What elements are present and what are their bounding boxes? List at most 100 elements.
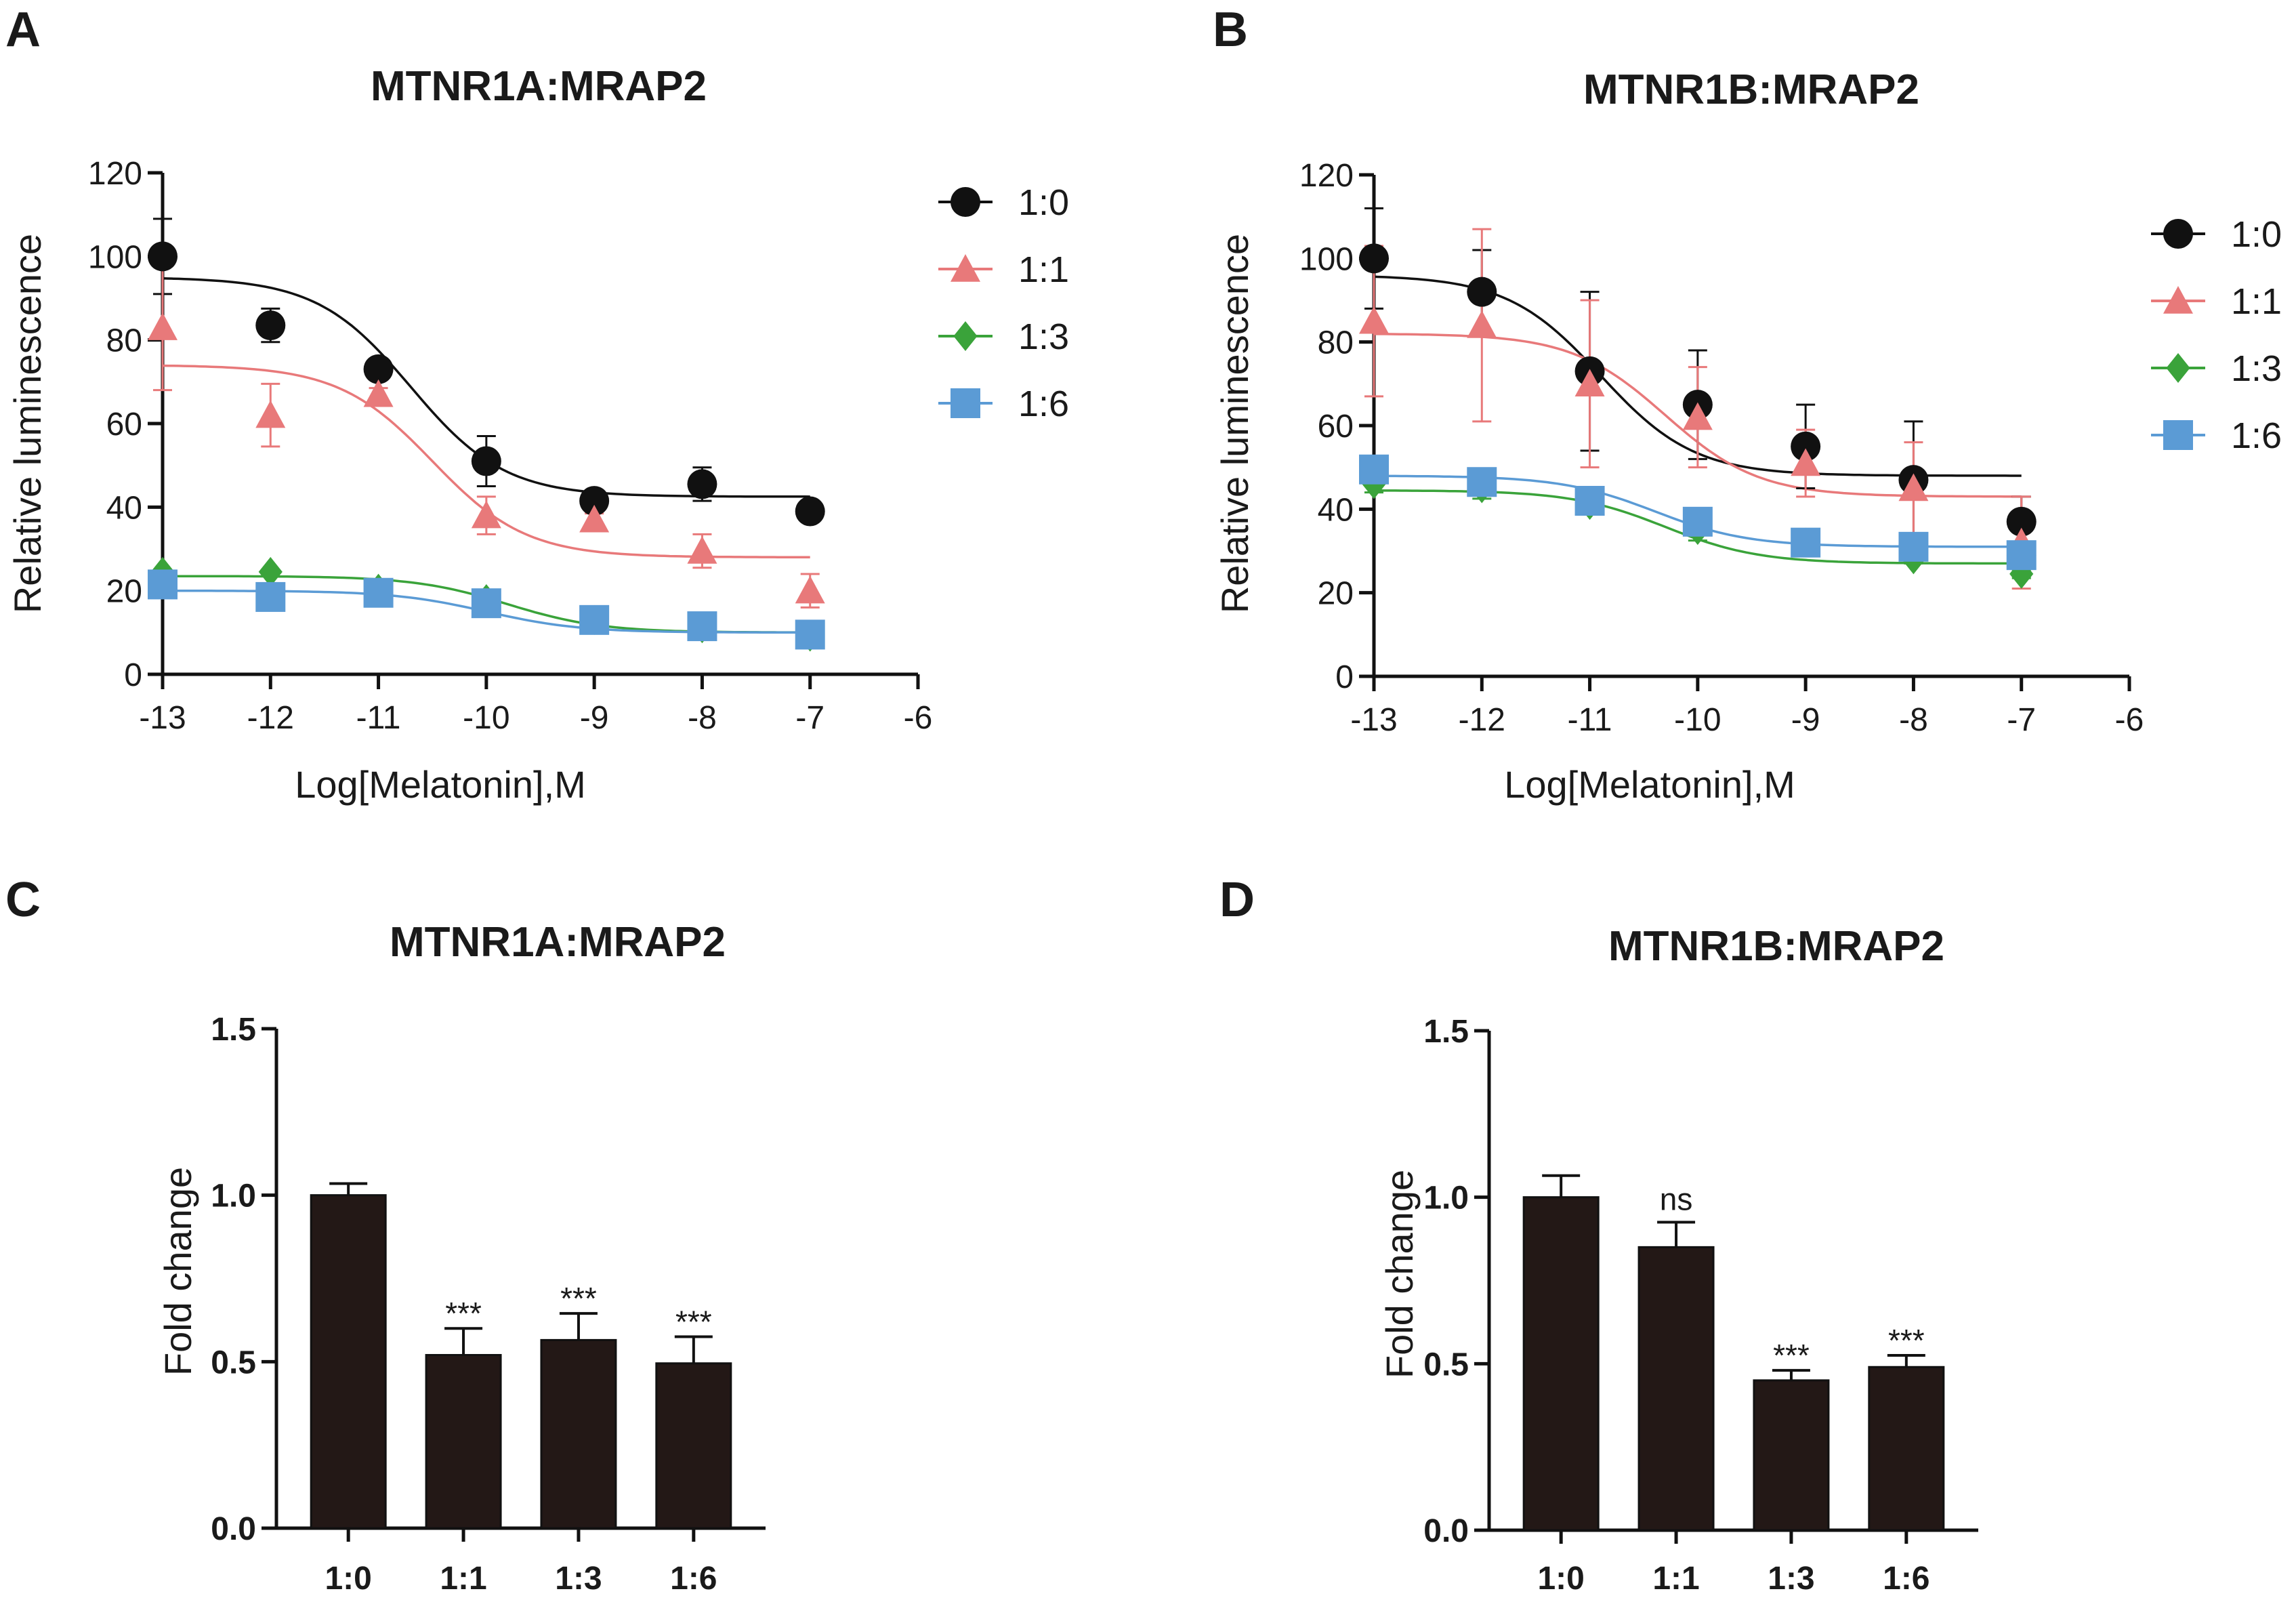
y-tick-label: 120	[1299, 158, 1354, 194]
legend-marker-circle	[951, 187, 980, 217]
x-tick-label: -7	[2007, 702, 2036, 738]
x-tick-label: -13	[1350, 702, 1397, 738]
x-tick-label: -11	[356, 700, 401, 736]
data-point-circle	[255, 310, 286, 341]
y-tick-label: 20	[106, 574, 142, 610]
panel-letter: D	[1219, 873, 1255, 927]
y-tick-label: 40	[106, 490, 142, 526]
y-tick-label: 1.5	[211, 1012, 256, 1048]
legend-label: 1:0	[1018, 182, 1069, 223]
y-tick-label: 100	[88, 239, 142, 275]
x-tick-label: -12	[247, 700, 294, 736]
data-point-triangle	[1359, 306, 1389, 334]
data-point-circle	[363, 354, 394, 384]
legend-label: 1:3	[1018, 316, 1069, 357]
chart-title: MTNR1A:MRAP2	[390, 919, 726, 966]
y-tick-label: 20	[1318, 576, 1354, 612]
x-axis-label: Log[Melatonin],M	[295, 763, 586, 806]
plot-area: 0.0 0.5 1.0 1.5 1:0 1:1 *** 1:3 *** 1:6 ***	[211, 1012, 766, 1597]
y-tick-label: 1.0	[1423, 1181, 1469, 1216]
data-point-triangle	[1467, 310, 1497, 338]
legend-marker-diamond	[953, 321, 978, 351]
y-tick-label: 60	[1318, 409, 1354, 445]
chart-title: MTNR1B:MRAP2	[1608, 923, 1944, 970]
data-point-triangle	[1682, 402, 1713, 430]
plot-area: 0.0 0.5 1.0 1.5 1:0 1:1 ns 1:3 *** 1:6 ***	[1423, 1014, 1978, 1597]
x-tick-label: -10	[1674, 702, 1721, 738]
y-tick-label: 80	[106, 323, 142, 359]
x-tick-label: 1:1	[440, 1561, 486, 1597]
x-tick-label: -6	[904, 700, 933, 736]
data-point-square	[687, 611, 717, 642]
x-tick-label: -13	[139, 700, 186, 736]
chart-title: MTNR1A:MRAP2	[371, 63, 707, 110]
data-point-circle	[2006, 506, 2037, 537]
x-tick-label: -9	[1791, 702, 1820, 738]
data-point-square	[795, 619, 825, 650]
x-tick-label: 1:1	[1652, 1561, 1699, 1597]
legend-marker-square	[2163, 420, 2193, 450]
data-point-square	[363, 577, 394, 608]
data-point-triangle	[795, 575, 825, 604]
data-point-triangle	[255, 400, 286, 428]
significance-label: ***	[560, 1281, 597, 1316]
data-point-square	[1574, 486, 1605, 516]
data-point-square	[1359, 454, 1389, 485]
data-point-triangle	[363, 379, 394, 407]
y-axis-label: Fold change	[156, 1167, 199, 1376]
y-tick-label: 0.5	[211, 1345, 256, 1380]
significance-label: ***	[675, 1304, 712, 1339]
data-point-square	[1898, 531, 1929, 562]
x-axis-label: Log[Melatonin],M	[1504, 763, 1795, 806]
panel-b: B MTNR1B:MRAP2 Log[Melatonin],M Relative…	[1213, 3, 2282, 806]
legend-marker-diamond	[2166, 353, 2190, 383]
bar	[655, 1362, 732, 1530]
data-point-square	[148, 569, 178, 600]
y-tick-label: 1.5	[1423, 1014, 1469, 1050]
x-tick-label: -9	[580, 700, 609, 736]
bar	[425, 1354, 502, 1530]
data-point-circle	[1467, 276, 1497, 307]
x-tick-label: 1:0	[325, 1561, 371, 1597]
bar	[1753, 1379, 1830, 1532]
legend-label: 1:6	[2231, 415, 2282, 456]
bar	[1868, 1366, 1945, 1532]
y-tick-label: 100	[1299, 241, 1354, 277]
x-tick-label: 1:3	[1768, 1561, 1814, 1597]
x-tick-label: -8	[1899, 702, 1928, 738]
data-point-square	[471, 588, 501, 619]
x-tick-label: -11	[1568, 702, 1612, 738]
x-tick-label: -7	[795, 700, 825, 736]
panel-letter: A	[5, 3, 41, 57]
panel-letter: C	[5, 873, 41, 927]
y-tick-label: 0.5	[1423, 1347, 1469, 1382]
y-tick-label: 0.0	[1423, 1513, 1469, 1549]
y-tick-label: 120	[88, 156, 142, 192]
x-tick-label: -8	[688, 700, 717, 736]
y-tick-label: 0	[124, 657, 142, 693]
legend-marker-circle	[2163, 219, 2193, 249]
data-point-triangle	[471, 500, 501, 529]
y-tick-label: 1.0	[211, 1178, 256, 1214]
y-tick-label: 60	[106, 407, 142, 443]
bar	[1637, 1246, 1715, 1532]
x-tick-label: -6	[2115, 702, 2144, 738]
significance-label: ns	[1660, 1182, 1693, 1217]
data-point-circle	[1359, 243, 1389, 274]
legend-marker-square	[951, 388, 980, 418]
y-tick-label: 80	[1318, 325, 1354, 361]
legend-label: 1:3	[2231, 348, 2282, 389]
significance-label: ***	[445, 1296, 482, 1331]
chart-title: MTNR1B:MRAP2	[1583, 66, 1919, 113]
data-point-triangle	[687, 536, 717, 564]
y-tick-label: 0.0	[211, 1511, 256, 1547]
x-tick-label: 1:6	[1883, 1561, 1929, 1597]
x-tick-label: 1:6	[670, 1561, 717, 1597]
legend-label: 1:0	[2231, 214, 2282, 255]
x-tick-label: 1:0	[1537, 1561, 1584, 1597]
data-point-circle	[795, 496, 825, 527]
data-point-square	[255, 581, 286, 612]
panel-a: A MTNR1A:MRAP2 Log[Melatonin],M Relative…	[5, 3, 1069, 806]
plot-area: 0 20 40 60 80 100 120 -13 -12 -11 -10 -9 -8 -7 -6 1:0 1:…	[1299, 158, 2282, 738]
data-point-square	[1791, 527, 1821, 558]
